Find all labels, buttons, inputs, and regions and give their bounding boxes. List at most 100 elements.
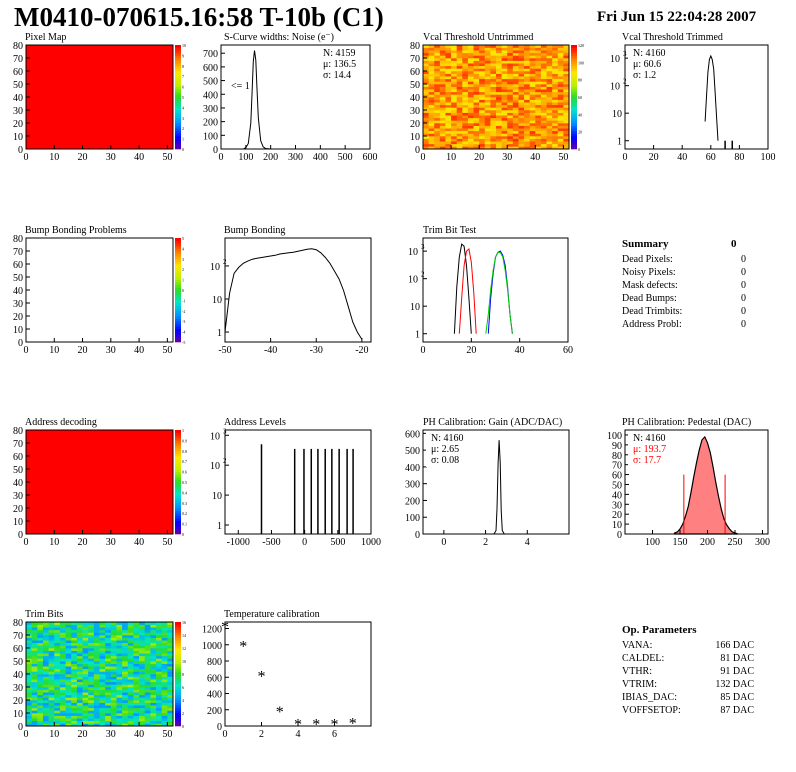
heatmap-cell: [496, 76, 502, 80]
heatmap-cell: [434, 102, 441, 106]
color-scale-step: [571, 117, 577, 121]
heatmap-cell: [144, 697, 151, 701]
heatmap-cell: [512, 97, 519, 100]
heatmap-cell: [26, 627, 32, 631]
summary-row-label: Noisy Pixels:: [622, 267, 676, 278]
heatmap-cell: [484, 120, 491, 124]
heatmap-cell: [473, 91, 480, 95]
heatmap-cell: [59, 679, 66, 683]
heatmap-cell: [48, 694, 55, 698]
heatmap-cell: [518, 112, 525, 116]
heatmap-cell: [31, 676, 38, 680]
heatmap-cell: [65, 694, 72, 698]
heatmap-cell: [37, 702, 44, 706]
heatmap-cell: [65, 635, 72, 638]
heatmap-cell: [535, 107, 542, 111]
heatmap-cell: [59, 671, 66, 675]
heatmap-cell: [127, 723, 134, 727]
heatmap-cell: [490, 91, 497, 95]
heatmap-cell: [122, 710, 129, 714]
heatmap-cell: [133, 681, 140, 685]
color-scale-step: [175, 692, 181, 696]
heatmap-cell: [59, 645, 66, 649]
heatmap-cell: [116, 697, 123, 701]
color-scale-step: [175, 264, 181, 267]
heatmap-cell: [467, 117, 474, 121]
heatmap-cell: [54, 671, 61, 675]
x-tick-label: 80: [734, 152, 744, 163]
heatmap-cell: [65, 650, 72, 654]
heatmap-cell: [54, 635, 61, 638]
heatmap-cell: [139, 624, 146, 628]
heatmap-cell: [167, 650, 174, 654]
heatmap-cell: [557, 143, 564, 147]
heatmap-cell: [428, 50, 435, 54]
heatmap-cell: [144, 622, 151, 625]
heatmap-cell: [473, 58, 480, 61]
heatmap-cell: [76, 648, 83, 651]
heatmap-cell: [26, 622, 32, 625]
y-tick-label: 70: [410, 54, 420, 65]
heatmap-cell: [127, 674, 134, 677]
heatmap-cell: [563, 146, 570, 150]
heatmap-cell: [54, 715, 61, 719]
heatmap-cell: [529, 78, 536, 82]
heatmap-fill: [26, 430, 173, 534]
heatmap-cell: [105, 640, 112, 644]
heatmap-cell: [552, 128, 559, 132]
heatmap-cell: [116, 629, 123, 633]
heatmap-cell: [467, 84, 474, 87]
heatmap-cell: [428, 78, 435, 82]
color-scale-step: [175, 635, 181, 638]
color-scale-step: [175, 81, 181, 85]
x-tick-label: -30: [310, 345, 323, 356]
heatmap-cell: [54, 632, 61, 636]
heatmap-cell: [423, 50, 429, 54]
heatmap-cell: [144, 689, 151, 693]
x-tick-label: 40: [134, 729, 144, 740]
heatmap-cell: [26, 629, 32, 633]
heatmap-cell: [37, 705, 44, 709]
heatmap-cell: [563, 86, 570, 90]
heatmap-cell: [428, 94, 435, 98]
heatmap-cell: [484, 141, 491, 145]
heatmap-cell: [552, 50, 559, 54]
color-scale-step: [175, 723, 181, 727]
chart-title: Bump Bonding: [224, 225, 285, 236]
heatmap-cell: [99, 655, 106, 659]
heatmap-cell: [76, 671, 83, 675]
heatmap-cell: [76, 622, 83, 625]
y-tick-label: 10: [410, 132, 420, 143]
heatmap-cell: [540, 60, 547, 64]
heatmap-cell: [546, 107, 553, 111]
x-tick-label: 10: [49, 152, 59, 163]
heatmap-cell: [105, 627, 112, 631]
heatmap-cell: [167, 692, 174, 696]
heatmap-cell: [110, 720, 117, 724]
heatmap-cell: [31, 687, 38, 690]
heatmap-cell: [434, 146, 441, 150]
heatmap-cell: [82, 622, 89, 625]
heatmap-cell: [490, 128, 497, 132]
heatmap-cell: [127, 679, 134, 683]
heatmap-cell: [161, 640, 168, 644]
heatmap-cell: [150, 668, 157, 672]
heatmap-cell: [484, 71, 491, 74]
heatmap-cell: [512, 84, 519, 87]
heatmap-cell: [31, 710, 38, 714]
heatmap-cell: [451, 84, 457, 87]
color-scale-step: [175, 645, 181, 649]
summary-row-label: Dead Trimbits:: [622, 306, 682, 317]
heatmap-cell: [71, 692, 78, 696]
heatmap-cell: [546, 58, 553, 61]
heatmap-cell: [512, 141, 519, 145]
heatmap-cell: [557, 50, 564, 54]
heatmap-cell: [501, 68, 508, 72]
heatmap-cell: [445, 94, 452, 98]
heatmap-cell: [518, 125, 525, 129]
y-tick-label: 60: [13, 452, 23, 463]
heatmap-cell: [501, 91, 508, 95]
heatmap-cell: [439, 50, 446, 54]
color-scale-step: [175, 640, 181, 644]
heatmap-cell: [434, 120, 441, 124]
